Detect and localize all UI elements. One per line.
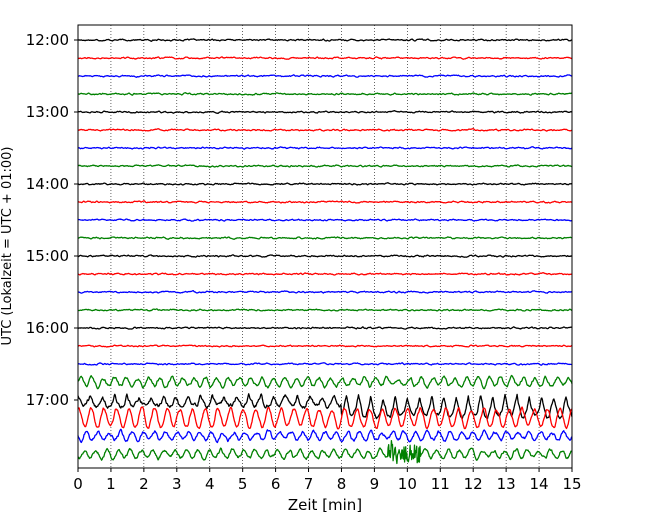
trace-1345 [77,164,573,168]
trace-1400 [77,182,573,186]
plot-frame [77,24,573,469]
trace-group [77,38,573,465]
x-tick-label-10: 10 [398,475,417,493]
x-tick-label-13: 13 [497,475,516,493]
trace-1245 [77,92,573,96]
trace-1545 [77,308,573,312]
x-tick-label-4: 4 [205,475,215,493]
trace-1230 [77,74,573,78]
trace-1530 [77,289,573,294]
trace-1745 [77,439,573,465]
y-tick-label-2: 14:00 [26,175,69,193]
trace-1500 [77,254,573,258]
trace-1715 [77,406,573,430]
y-tick-label-4: 16:00 [26,319,69,337]
x-tick-label-0: 0 [73,475,83,493]
trace-1615 [77,344,573,348]
trace-1630 [77,362,573,366]
y-tick-label-5: 17:00 [26,391,69,409]
y-axis-label: UTC (Lokalzeit = UTC + 01:00) [0,147,15,346]
trace-1215 [77,56,573,60]
y-tick-label-1: 13:00 [26,103,69,121]
x-tick-label-3: 3 [172,475,182,493]
trace-1730 [77,428,573,444]
x-tick-label-8: 8 [337,475,347,493]
trace-1430 [77,218,573,222]
trace-1600 [77,326,573,330]
x-axis: 0 1 2 3 4 5 6 7 8 9 10 11 12 13 14 15 [73,468,582,493]
trace-1700 [77,393,573,420]
x-tick-label-2: 2 [139,475,149,493]
trace-1315 [77,127,573,132]
trace-1415 [77,200,573,204]
x-tick-label-15: 15 [562,475,581,493]
y-tick-label-0: 12:00 [26,31,69,49]
x-tick-label-5: 5 [238,475,248,493]
x-tick-label-11: 11 [431,475,450,493]
trace-1445 [77,236,573,240]
x-tick-label-9: 9 [370,475,380,493]
x-axis-label: Zeit [min] [288,496,362,514]
x-tick-label-6: 6 [271,475,281,493]
trace-1515 [77,272,573,276]
y-axis: 12:00 13:00 14:00 15:00 16:00 17:00 [26,31,78,409]
x-tick-label-1: 1 [106,475,116,493]
trace-1645 [77,374,573,390]
y-tick-label-3: 15:00 [26,247,69,265]
x-tick-label-12: 12 [464,475,483,493]
trace-1330 [77,146,573,150]
x-tick-label-7: 7 [304,475,314,493]
trace-1300 [77,109,573,114]
trace-1200 [77,38,573,42]
x-tick-label-14: 14 [530,475,549,493]
